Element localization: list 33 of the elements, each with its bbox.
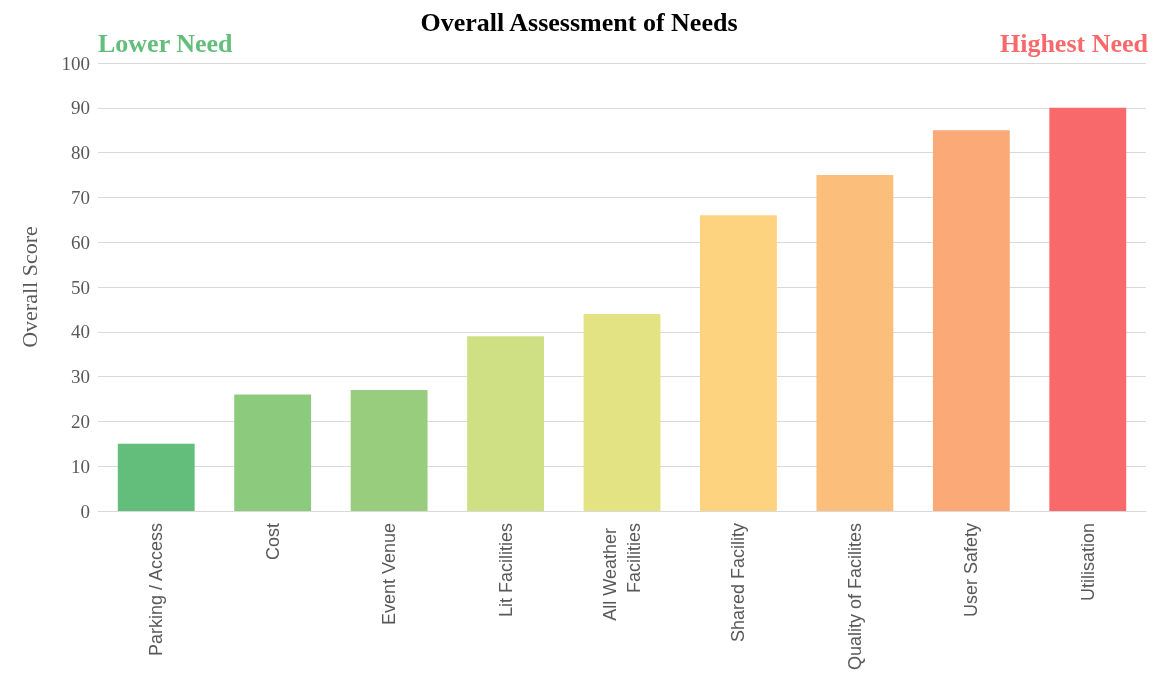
y-tick-label: 30	[71, 366, 90, 388]
y-tick-label: 60	[71, 231, 90, 253]
bar	[350, 390, 428, 511]
bar	[932, 130, 1010, 511]
y-tick-label: 80	[71, 142, 90, 164]
y-tick-label: 0	[80, 500, 90, 522]
x-tick-label: All Weather Facilities	[600, 523, 644, 621]
bar	[234, 394, 312, 511]
x-tick-label: Cost	[262, 523, 283, 561]
bar	[700, 215, 777, 511]
x-tick-label: User Safety	[961, 523, 982, 618]
bar	[816, 175, 894, 511]
y-tick-label: 20	[71, 410, 90, 432]
x-tick-label: Quality of Facilites	[844, 523, 865, 671]
x-tick-label: Lit Facilities	[495, 523, 516, 618]
text: Highest Need	[999, 28, 1149, 58]
text: Lower Need	[98, 28, 234, 58]
x-tick-label: Event Venue	[379, 523, 400, 626]
y-tick-label: 70	[71, 186, 90, 208]
bar	[583, 313, 661, 511]
y-tick-label: 100	[61, 52, 90, 74]
bar	[1049, 107, 1127, 511]
bar	[467, 336, 544, 511]
x-tick-label: Shared Facility	[728, 523, 749, 643]
chart-title: Overall Assessment of Needs	[420, 7, 738, 37]
y-tick-label: 10	[71, 455, 90, 477]
x-tick-label: Utilisation	[1077, 523, 1098, 602]
y-axis-title: Overall Score	[16, 226, 42, 348]
y-tick-label: 50	[71, 276, 90, 298]
x-tick-label: Parking / Access	[146, 523, 167, 657]
y-tick-label: 40	[71, 321, 90, 343]
y-tick-label: 90	[71, 97, 90, 119]
bar	[117, 443, 195, 511]
